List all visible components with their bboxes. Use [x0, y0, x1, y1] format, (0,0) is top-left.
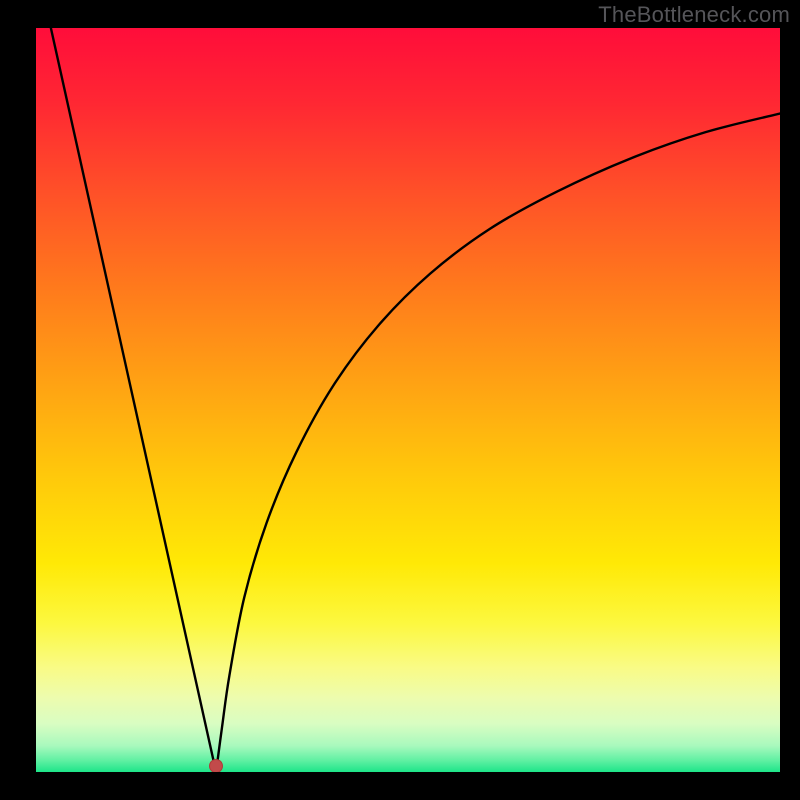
minimum-marker [209, 759, 223, 772]
chart-canvas: TheBottleneck.com [0, 0, 800, 800]
curve-path [51, 28, 780, 772]
watermark-text: TheBottleneck.com [598, 2, 790, 28]
bottleneck-curve [36, 28, 780, 772]
plot-area [36, 28, 780, 772]
